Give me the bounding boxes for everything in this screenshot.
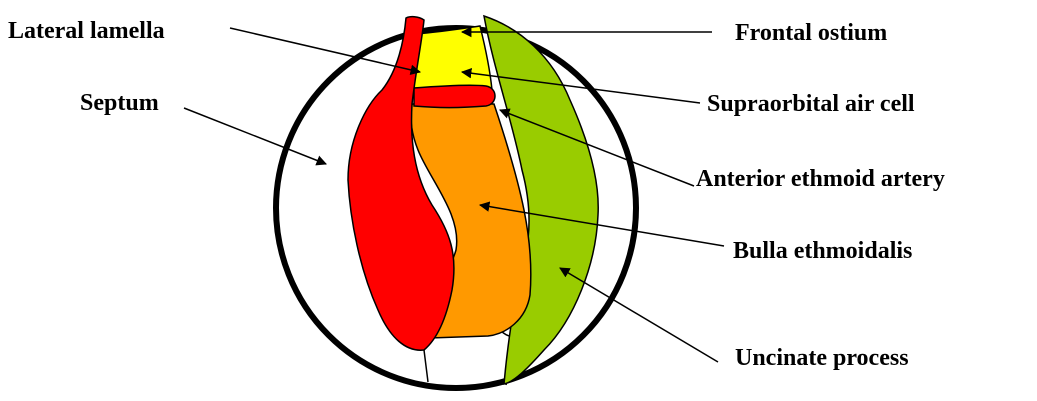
label-lateral-lamella: Lateral lamella (8, 18, 165, 44)
uncinate-process-pointer (559, 267, 719, 363)
label-anterior-ethmoid-artery: Anterior ethmoid artery (696, 166, 945, 192)
septum-pointer (183, 107, 327, 166)
label-bulla-ethmoidalis: Bulla ethmoidalis (733, 238, 912, 264)
label-uncinate-process: Uncinate process (735, 345, 909, 371)
uncinate-process-shape (483, 14, 599, 385)
lateral-lamella-pointer (229, 27, 422, 75)
supraorbital-air-cell-pointer (460, 68, 701, 104)
bulla-ethmoidalis-shape (410, 103, 532, 339)
septum-base-line (423, 349, 429, 383)
anterior-ethmoid-artery-pointer (499, 108, 695, 187)
label-supraorbital-air-cell: Supraorbital air cell (707, 91, 915, 117)
label-frontal-ostium: Frontal ostium (735, 20, 887, 46)
bulla-ethmoidalis-pointer (478, 201, 725, 247)
anterior-ethmoid-artery-shape (413, 84, 496, 109)
label-septum: Septum (80, 90, 159, 116)
supraorbital-air-cell-shape (413, 25, 493, 91)
